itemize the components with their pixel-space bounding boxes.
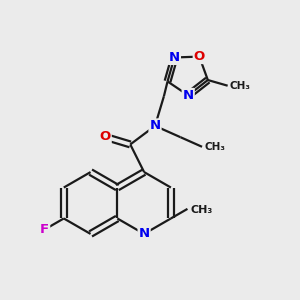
Text: F: F xyxy=(40,223,49,236)
Text: N: N xyxy=(149,119,161,132)
Text: N: N xyxy=(169,51,180,64)
Text: CH₃: CH₃ xyxy=(229,81,250,91)
Text: N: N xyxy=(139,227,150,240)
Text: CH₃: CH₃ xyxy=(191,206,213,215)
Text: O: O xyxy=(100,130,111,143)
Text: CH₃: CH₃ xyxy=(204,142,225,152)
Text: N: N xyxy=(183,89,194,102)
Text: O: O xyxy=(194,50,205,63)
